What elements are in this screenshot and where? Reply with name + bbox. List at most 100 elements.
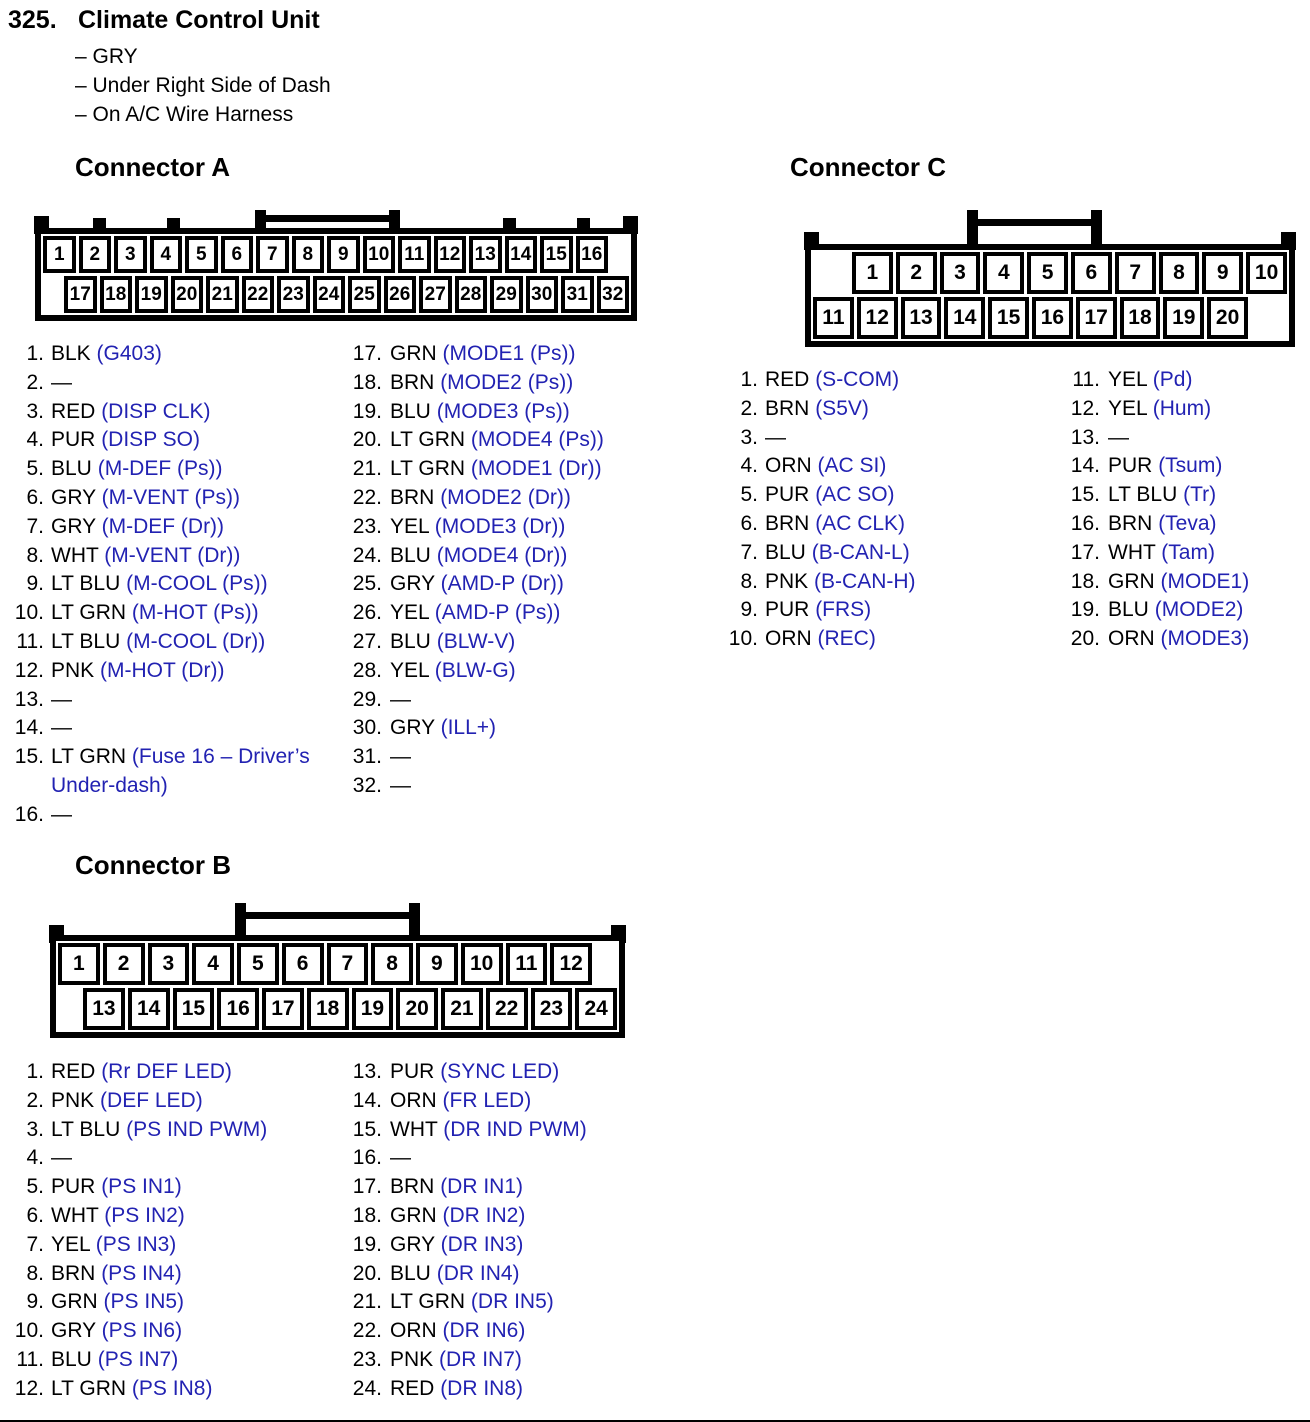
pin-row-bottom: 17 18 19 20 21 22 23 24 25 26 27 28 29 30 31 32 [43, 276, 629, 313]
wire-color: LT GRN [390, 1290, 466, 1314]
pin-wire-signal: LT GRN (PS IN8) [51, 1375, 330, 1404]
signal-name: (S5V) [815, 396, 869, 420]
wire-color: — [51, 687, 72, 711]
pin-number: 17. [1070, 540, 1100, 564]
pin-entry: 28. YEL (BLW-G) [338, 657, 638, 686]
pin-cell: 15 [540, 236, 573, 273]
wire-color: GRY [51, 485, 96, 509]
pin-entry: 9. LT BLU (M-COOL (Ps)) [8, 570, 330, 599]
signal-name: (MODE3 (Dr)) [434, 514, 566, 538]
pin-wire-signal: BLU (MODE4 (Dr)) [390, 542, 638, 571]
signal-name: (M-VENT (Dr)) [104, 543, 241, 567]
pin-number: 18. [1070, 569, 1100, 593]
pin-entry: 6. GRY (M-VENT (Ps)) [8, 484, 330, 513]
pin-wire-signal: PUR (FRS) [765, 596, 1022, 625]
pin-number: 6. [26, 1203, 44, 1227]
pin-entry: 14. — [8, 714, 330, 743]
pin-cell: 8 [1158, 252, 1200, 294]
wire-color: RED [390, 1376, 435, 1400]
wire-color: BLU [390, 629, 431, 653]
signal-name: (MODE4 (Ps)) [470, 428, 604, 452]
pin-entry: 1. BLK (G403) [8, 340, 330, 369]
pin-number: 20. [1070, 627, 1100, 651]
pin-cell: 17 [64, 276, 97, 313]
latch-post [255, 210, 266, 234]
pin-wire-signal: PUR (AC SO) [765, 481, 1022, 510]
pin-cell: 18 [306, 988, 349, 1030]
pin-wire-signal: YEL (AMD-P (Ps)) [390, 599, 638, 628]
wire-color: GRY [390, 716, 435, 740]
pin-cell: 12 [550, 943, 592, 985]
wire-color: GRN [51, 1290, 98, 1314]
pin-number: 22. [352, 1319, 382, 1343]
wire-color: YEL [51, 1232, 90, 1256]
wire-color: YEL [390, 601, 429, 625]
pin-number: 9. [740, 598, 758, 622]
pin-entry: 29. — [338, 686, 638, 715]
wire-color: PUR [51, 428, 96, 452]
pin-entry: 19. GRY (DR IN3) [338, 1231, 648, 1260]
pin-number: 27. [352, 629, 382, 653]
wire-color: PNK [51, 658, 95, 682]
pin-number: 14. [352, 1088, 382, 1112]
pin-number: 19. [352, 399, 382, 423]
signal-name: (M-COOL (Dr)) [126, 629, 266, 653]
latch-bar [255, 215, 400, 222]
signal-name: (M-DEF (Ps)) [97, 457, 223, 481]
wire-color: LT BLU [51, 572, 121, 596]
connector-housing: 1 2 3 4 5 6 7 8 9 10 11 12 13 14 15 16 17 18 19 20 [805, 244, 1295, 347]
wire-color: — [51, 802, 72, 826]
pin-wire-signal: ORN (AC SI) [765, 452, 1022, 481]
signal-name: (M-COOL (Ps)) [126, 572, 268, 596]
pin-entry: 2. — [8, 369, 330, 398]
pin-number: 16. [14, 802, 44, 826]
pin-row-top: 1 2 3 4 5 6 7 8 9 10 11 12 13 14 15 16 [43, 236, 629, 273]
connector-b-diagram: 1 2 3 4 5 6 7 8 9 10 11 12 13 14 15 16 17 18 19 20 21 22 23 24 [49, 903, 626, 1038]
pin-wire-signal: LT BLU (M-COOL (Dr)) [51, 628, 330, 657]
signal-name: (FRS) [815, 598, 872, 622]
pin-wire-signal: LT BLU (M-COOL (Ps)) [51, 570, 330, 599]
wire-color: GRN [390, 342, 437, 365]
pin-cell: 20 [1207, 297, 1248, 339]
signal-name: (ILL+) [440, 716, 497, 740]
wire-color: RED [765, 368, 810, 391]
pin-wire-signal: — [765, 424, 1022, 453]
pin-number: 20. [352, 428, 382, 452]
signal-name: (G403) [96, 342, 162, 365]
pin-wire-signal: — [51, 801, 330, 830]
pin-wire-signal: BRN (DR IN1) [390, 1173, 648, 1202]
signal-name: (PS IN8) [131, 1376, 213, 1400]
signal-name: (MODE1 (Dr)) [470, 457, 602, 481]
signal-name: (DEF LED) [100, 1088, 203, 1112]
pin-wire-signal: GRY (PS IN6) [51, 1317, 330, 1346]
pin-wire-signal: BLU (PS IN7) [51, 1346, 330, 1375]
pin-wire-signal: GRY (DR IN3) [390, 1231, 648, 1260]
connector-housing: 1 2 3 4 5 6 7 8 9 10 11 12 13 14 15 16 17 18 19 20 21 22 23 24… [35, 228, 637, 321]
pin-entry: 20. BLU (DR IN4) [338, 1260, 648, 1289]
pin-number: 18. [352, 370, 382, 394]
wire-color: PNK [51, 1088, 95, 1112]
pin-entry: 17. WHT (Tam) [1056, 539, 1306, 568]
pin-entry: 13. PUR (SYNC LED) [338, 1058, 648, 1087]
pin-number: 1. [740, 368, 758, 391]
pin-entry: 10. LT GRN (M-HOT (Ps)) [8, 599, 330, 628]
pin-wire-signal: BLU (BLW-V) [390, 628, 638, 657]
wire-color: BRN [390, 1175, 435, 1199]
pin-number: 8. [740, 569, 758, 593]
page-title-line: 325. Climate Control Unit [8, 6, 320, 35]
pin-cell: 1 [58, 943, 100, 985]
latch-post [235, 903, 246, 941]
wire-color: WHT [390, 1117, 438, 1141]
signal-name: (M-HOT (Dr)) [100, 658, 225, 682]
pin-wire-signal: LT GRN (M-HOT (Ps)) [51, 599, 330, 628]
connector-latch [255, 210, 400, 234]
signal-name: (MODE3 (Ps)) [436, 399, 570, 423]
pin-number: 11. [16, 629, 44, 653]
pin-wire-signal: — [390, 1144, 648, 1173]
pin-wire-signal: — [51, 714, 330, 743]
wire-color: RED [51, 399, 96, 423]
wire-color: PUR [51, 1175, 96, 1199]
signal-name: (DR IN3) [440, 1232, 524, 1256]
housing-filler [813, 252, 849, 294]
pin-entry: 1. RED (S-COM) [722, 366, 1022, 395]
